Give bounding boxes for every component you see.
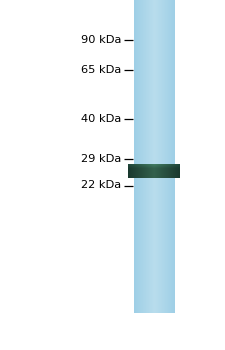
- Text: 29 kDa: 29 kDa: [81, 154, 122, 164]
- Text: 22 kDa: 22 kDa: [81, 181, 122, 190]
- Text: 65 kDa: 65 kDa: [81, 65, 122, 75]
- Text: 40 kDa: 40 kDa: [81, 114, 122, 124]
- Text: 90 kDa: 90 kDa: [81, 35, 122, 45]
